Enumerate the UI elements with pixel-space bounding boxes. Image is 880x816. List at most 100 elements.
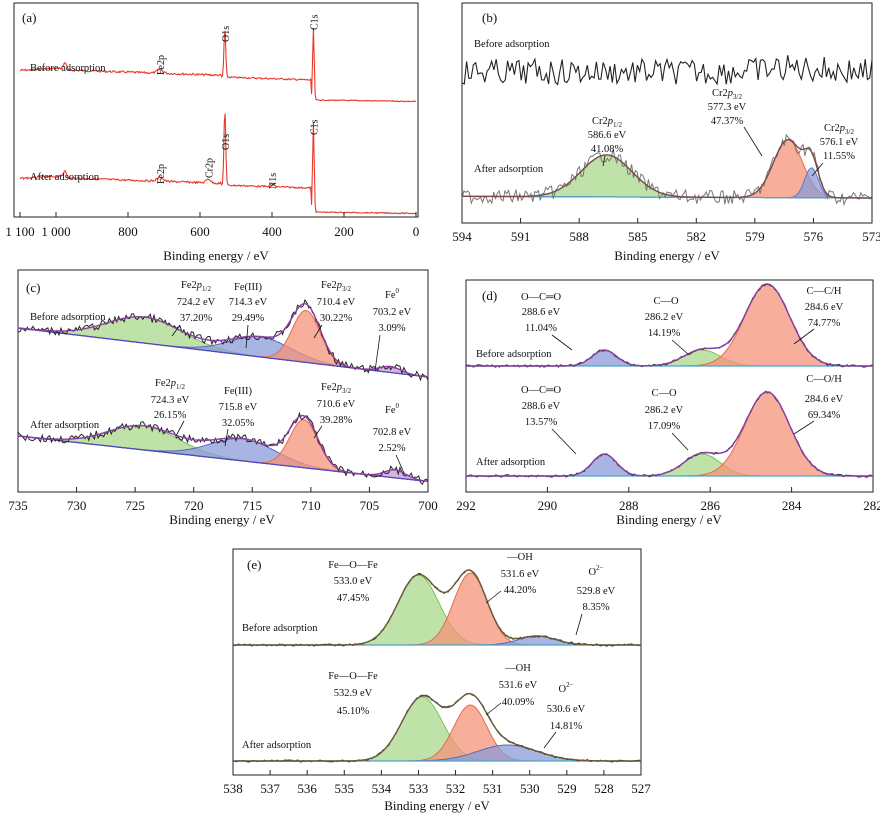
- x-tick-label: 286: [700, 498, 720, 513]
- component-label-before-feofe: Fe—O—Fe 533.0 eV 47.45%: [328, 560, 378, 604]
- x-tick-label: 284: [782, 498, 802, 513]
- component-label-before-o2: O2− 529.8 eV 8.35%: [577, 564, 616, 613]
- x-tick-label: 290: [538, 498, 558, 513]
- x-axis-label: Binding energy / eV: [616, 512, 722, 527]
- x-tick-label: 576: [804, 229, 824, 244]
- component-name: Fe—O—Fe: [328, 671, 378, 682]
- x-tick-label: 735: [8, 498, 28, 513]
- x-tick-label: 720: [184, 498, 204, 513]
- series-label-before: Before adsorption: [30, 312, 106, 323]
- series-label-after: After adsorption: [30, 172, 100, 183]
- component-pct: 3.09%: [378, 323, 405, 334]
- fit-envelope: [17, 414, 429, 483]
- x-tick-label: 528: [594, 781, 614, 796]
- component-be: 702.8 eV: [373, 427, 412, 438]
- component-name: —OH: [504, 663, 531, 674]
- component-name: C—O/H: [806, 374, 842, 385]
- component-label-cr2p12: Cr2p1/2 586.6 eV 41.08%: [588, 116, 627, 155]
- svg-text:Fe2p1/2: Fe2p1/2: [155, 378, 185, 391]
- svg-text:O2−: O2−: [558, 681, 573, 695]
- component-pct: 14.81%: [550, 721, 583, 732]
- component-pct: 47.37%: [711, 116, 744, 127]
- component-pct: 14.19%: [648, 328, 681, 339]
- component-pct: 17.09%: [648, 421, 681, 432]
- plot-frame: [232, 548, 642, 776]
- component-label-after-oh: —OH 531.6 eV 40.09%: [499, 663, 538, 708]
- x-tick-label: 591: [511, 229, 531, 244]
- x-axis-label: Binding energy / eV: [169, 512, 275, 527]
- x-tick-label: 600: [190, 224, 210, 239]
- chart-panel-b: 594 591 588 585 582 579 576 573 (b) Before adso…: [452, 2, 880, 263]
- peak-label: O1s: [221, 134, 232, 150]
- component-label-before-cch: C—C/H 284.6 eV 74.77%: [805, 286, 844, 329]
- x-tick-label: 533: [409, 781, 429, 796]
- x-tick-label: 594: [452, 229, 472, 244]
- component-label-before-co: C—O 286.2 eV 14.19%: [645, 296, 684, 339]
- raw-spectrum: [461, 133, 873, 207]
- svg-text:Fe2p1/2: Fe2p1/2: [181, 280, 211, 293]
- component-be: 531.6 eV: [501, 569, 540, 580]
- component-label-after-fe2p32: Fe2p3/2 710.6 eV 39.28%: [317, 382, 356, 426]
- component-label-cr2p32-a: Cr2p3/2 577.3 eV 47.37%: [708, 88, 747, 127]
- component-name: C—C/H: [806, 286, 841, 297]
- component-be: 529.8 eV: [577, 586, 616, 597]
- component-label-before-fe3: Fe(III) 714.3 eV 29.49%: [229, 282, 268, 324]
- svg-text:Fe0: Fe0: [385, 287, 400, 301]
- component-label-after-fe0: Fe0 702.8 eV 2.52%: [373, 402, 412, 454]
- fit-envelope: [466, 391, 873, 477]
- component-be: 531.6 eV: [499, 680, 538, 691]
- component-name: C—O: [653, 296, 679, 307]
- panel-label: (c): [26, 280, 40, 295]
- component-pct: 47.45%: [337, 593, 370, 604]
- x-tick-label: 715: [243, 498, 263, 513]
- component-label-after-co: C—O 286.2 eV 17.09%: [645, 388, 684, 432]
- peak-label: O1s: [221, 26, 232, 42]
- svg-text:Fe2p3/2: Fe2p3/2: [321, 280, 351, 293]
- x-tick-label: 529: [557, 781, 577, 796]
- x-tick-label: 200: [334, 224, 354, 239]
- peak-label: Fe2p: [156, 164, 167, 184]
- svg-text:Fe0: Fe0: [385, 402, 400, 416]
- x-tick-label: 537: [260, 781, 280, 796]
- component-be: 530.6 eV: [547, 704, 586, 715]
- component-pct: 29.49%: [232, 313, 265, 324]
- peak-label: C1s: [309, 119, 320, 135]
- component-be: 724.3 eV: [151, 395, 190, 406]
- chart-panel-d: 292 290 288 286 284 282 (d) Before adsorption…: [456, 279, 880, 527]
- series-label-after: After adsorption: [474, 164, 544, 175]
- component-be: 284.6 eV: [805, 302, 844, 313]
- component-be: 576.1 eV: [820, 137, 859, 148]
- series-label-after: After adsorption: [476, 457, 546, 468]
- fit-envelope: [233, 692, 641, 762]
- component-be: 286.2 eV: [645, 405, 684, 416]
- series-label-after: After adsorption: [242, 740, 312, 751]
- component-pct: 2.52%: [378, 443, 405, 454]
- component-be: 286.2 eV: [645, 312, 684, 323]
- x-axis-label: Binding energy / eV: [614, 248, 720, 263]
- component-pct: 32.05%: [222, 418, 255, 429]
- peak-label: Fe2p: [156, 55, 167, 75]
- series-label-before: Before adsorption: [474, 39, 550, 50]
- component-label-before-fe2p32: Fe2p3/2 710.4 eV 30.22%: [317, 280, 356, 324]
- x-tick-label: 573: [862, 229, 880, 244]
- plot-frame: [17, 269, 429, 493]
- raw-spectrum-before: [461, 55, 873, 86]
- component-be: 288.6 eV: [522, 401, 561, 412]
- x-tick-label: 288: [619, 498, 639, 513]
- component-pct: 26.15%: [154, 410, 187, 421]
- component-be: 577.3 eV: [708, 102, 747, 113]
- peak-label: N1s: [268, 173, 279, 189]
- svg-text:Cr2p1/2: Cr2p1/2: [592, 116, 622, 129]
- x-tick-label: 710: [301, 498, 321, 513]
- panel-label: (d): [482, 288, 497, 303]
- component-name: Fe—O—Fe: [328, 560, 378, 571]
- x-tick-label: 725: [125, 498, 145, 513]
- series-label-after: After adsorption: [30, 420, 100, 431]
- component-be: 532.9 eV: [334, 688, 373, 699]
- x-tick-label: 705: [360, 498, 380, 513]
- component-pct: 41.08%: [591, 144, 624, 155]
- plot-frame: [465, 279, 874, 493]
- component-be: 284.6 eV: [805, 394, 844, 405]
- x-tick-label: 535: [335, 781, 355, 796]
- component-pct: 8.35%: [582, 602, 609, 613]
